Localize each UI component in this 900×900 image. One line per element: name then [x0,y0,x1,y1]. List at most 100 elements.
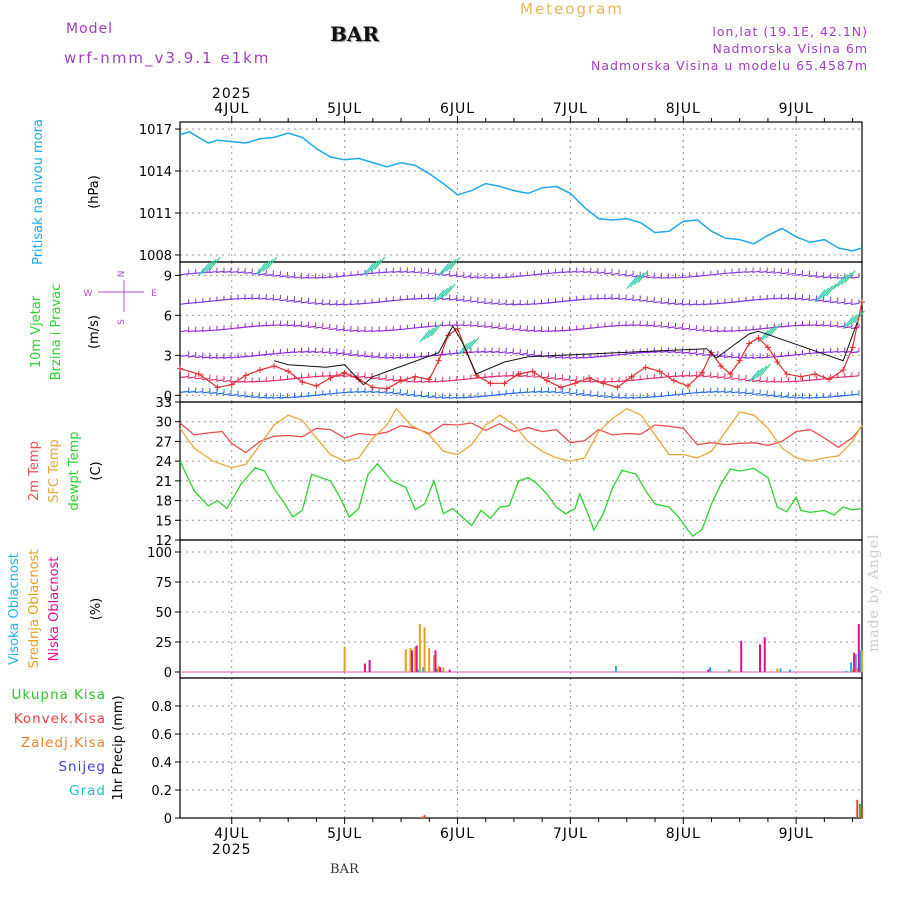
wind-barb [759,356,768,359]
wind-barb [618,297,627,301]
pressure-series-line [179,130,863,252]
wind-barb [695,329,704,332]
precip-bar [420,816,423,818]
wind-speed-marker [177,365,183,372]
wind-barb [745,356,754,359]
wind-speed-marker [369,384,376,391]
wind-barb [702,303,711,306]
wind-barb [484,375,493,379]
wind-speed-marker [849,344,856,351]
wind-barb [723,330,733,333]
precip-bar [859,804,861,818]
wind-strong-barb [362,262,374,276]
wind-barb [448,298,457,301]
wind-strong-barb [437,287,449,301]
wind-barb [272,298,281,301]
wind-barb [399,298,408,301]
bottom-day-label: 8JUL [666,826,701,842]
precip-legend-item: Konvek.Kisa [14,711,106,727]
wind-speed-marker [412,373,419,380]
wind-speed-marker [736,357,743,364]
wind-barb [392,392,401,395]
wind-barb [392,328,401,331]
wind-barb [752,328,761,331]
wind-barb [667,326,676,329]
wind-barb [674,302,683,306]
wind-barb [589,271,598,274]
wind-barb [399,393,408,396]
wind-barb [476,325,486,328]
wind-barb [434,380,443,383]
wind-barb [237,355,246,359]
wind-ytick-label: 9 [164,269,172,284]
wind-barb [688,328,697,331]
wind-strong-barb [756,365,768,379]
wind-barb [653,324,662,328]
wind-barb [674,276,683,279]
wind-barb [413,394,422,397]
wind-barb [469,350,479,354]
wind-barb [307,325,316,328]
wind-barb [794,380,803,383]
wind-speed-marker [783,371,790,377]
wind-strong-barb [840,272,852,286]
cloud-bar [727,669,730,672]
wind-strong-barb [205,258,217,272]
wind-barb [230,327,239,330]
wind-barb [328,351,337,354]
wind-barb [469,324,479,327]
temp-series-line [179,460,863,537]
wind-barb [406,380,415,383]
wind-barb [385,378,394,381]
wind-barb [780,380,789,383]
wind-barb [300,395,309,398]
wind-barb [554,356,563,359]
temp-unit: (C) [89,461,104,480]
wind-barb [829,324,838,328]
wind-speed-marker [557,384,564,391]
wind-barb [589,394,598,397]
wind-barb [208,270,217,274]
wind-barb [737,391,747,394]
wind-barb [498,302,507,306]
wind-barb [371,377,380,380]
wind-speed-marker [515,371,522,377]
temperature-ytick-label: 21 [155,475,172,490]
wind-ytick-label: 6 [164,309,172,324]
wind-barb [836,376,845,379]
wind-barb [293,395,302,399]
wind-speed-marker [811,371,818,377]
wind-barb [385,270,394,274]
footer-station: BAR [330,862,359,877]
wind-barb [413,297,422,300]
wind-barb [357,390,366,393]
wind-barb [230,270,239,274]
wind-barb [357,302,366,305]
wind-barb [434,396,443,399]
wind-barb [491,375,500,378]
wind-barb [850,393,860,396]
wind-barb [836,350,845,353]
wind-strong-barb [426,325,438,339]
wind-barb [342,353,352,356]
wind-strong-barb [258,260,270,274]
wind-barb [498,327,507,330]
wind-barb [766,271,775,274]
pressure-ytick-label: 1014 [139,165,172,180]
wind-barb [378,377,387,381]
wind-speed-marker [600,380,607,387]
wind-speed-marker [614,384,621,391]
wind-barb [519,303,528,306]
wind-barb [829,350,838,354]
wind-barb [808,298,817,302]
cloud-bar [434,650,437,672]
wind-barb [653,276,662,279]
wind-barb [610,272,620,276]
cloud-bar [404,649,407,672]
wind-strong-barb [814,289,826,303]
wind-barb [639,299,648,302]
wind-barb [752,392,761,396]
wind-strong-barb [460,340,472,354]
wind-barb [441,396,450,399]
wind-barb [709,302,718,305]
